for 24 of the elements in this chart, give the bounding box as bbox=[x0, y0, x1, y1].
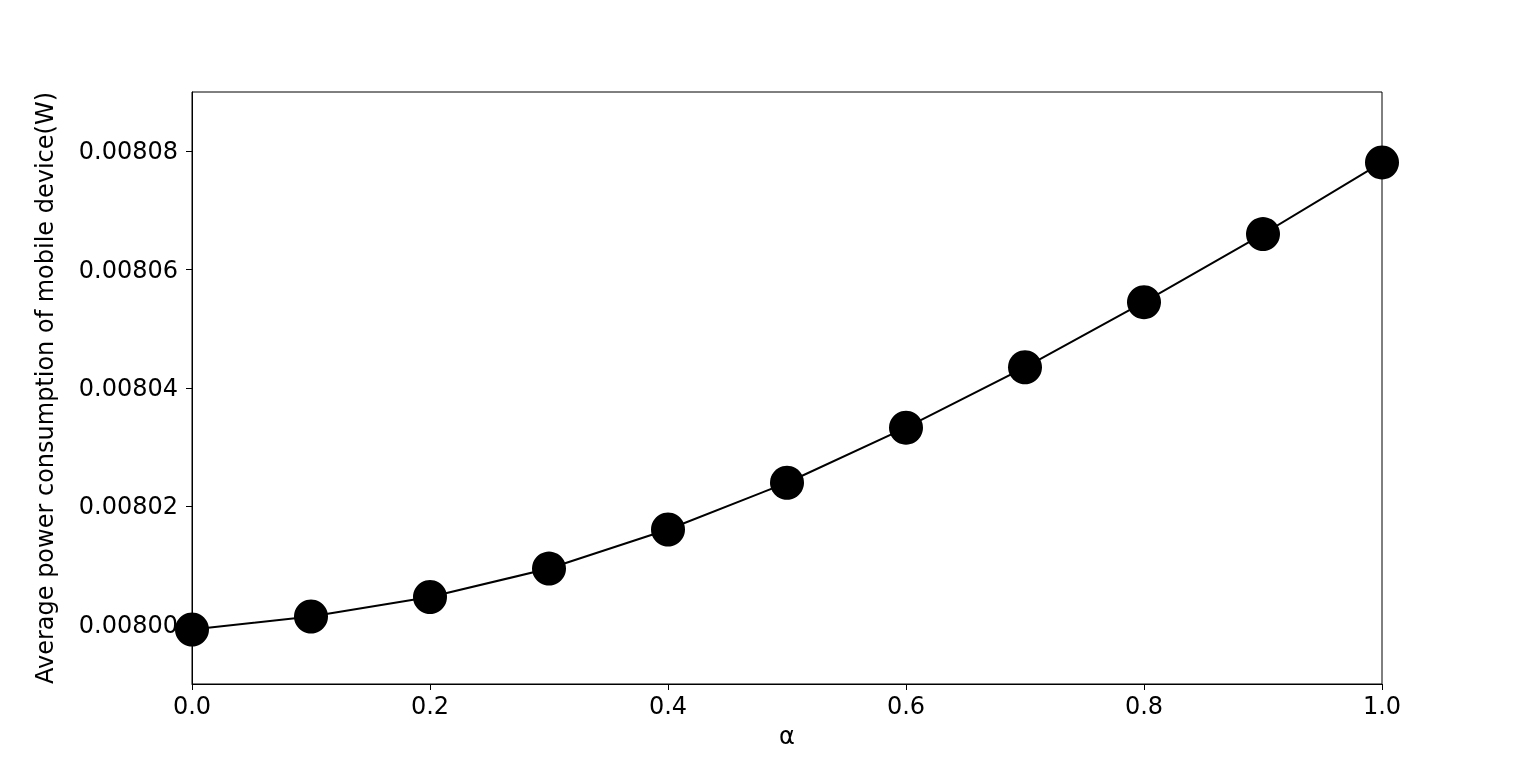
y-tick-label: 0.00806 bbox=[78, 255, 178, 284]
x-tick-label: 0.6 bbox=[886, 692, 926, 720]
y-tick-label: 0.00802 bbox=[78, 492, 178, 521]
point bbox=[413, 579, 447, 614]
y-tick-label: 0.00800 bbox=[78, 610, 178, 639]
x-tick-label: 0.0 bbox=[172, 692, 212, 720]
x-axis-title: α bbox=[779, 722, 795, 750]
point bbox=[1127, 285, 1161, 320]
point bbox=[1365, 145, 1399, 180]
point bbox=[175, 612, 209, 647]
x-tick-label: 0.8 bbox=[1124, 692, 1164, 720]
x-tick-label: 0.4 bbox=[648, 692, 688, 720]
point bbox=[651, 512, 685, 547]
y-axis-title: Average power consumption of mobile device(W) bbox=[31, 91, 59, 685]
point bbox=[1246, 217, 1280, 252]
y-tick-label: 0.00808 bbox=[78, 137, 178, 166]
y-tick-label: 0.00804 bbox=[78, 374, 178, 402]
point bbox=[532, 551, 566, 586]
point bbox=[294, 599, 328, 634]
x-tick-label: 0.2 bbox=[410, 692, 450, 720]
point bbox=[770, 465, 804, 500]
x-tick-label: 1.0 bbox=[1362, 692, 1402, 720]
point bbox=[1008, 350, 1042, 385]
point bbox=[889, 410, 923, 445]
